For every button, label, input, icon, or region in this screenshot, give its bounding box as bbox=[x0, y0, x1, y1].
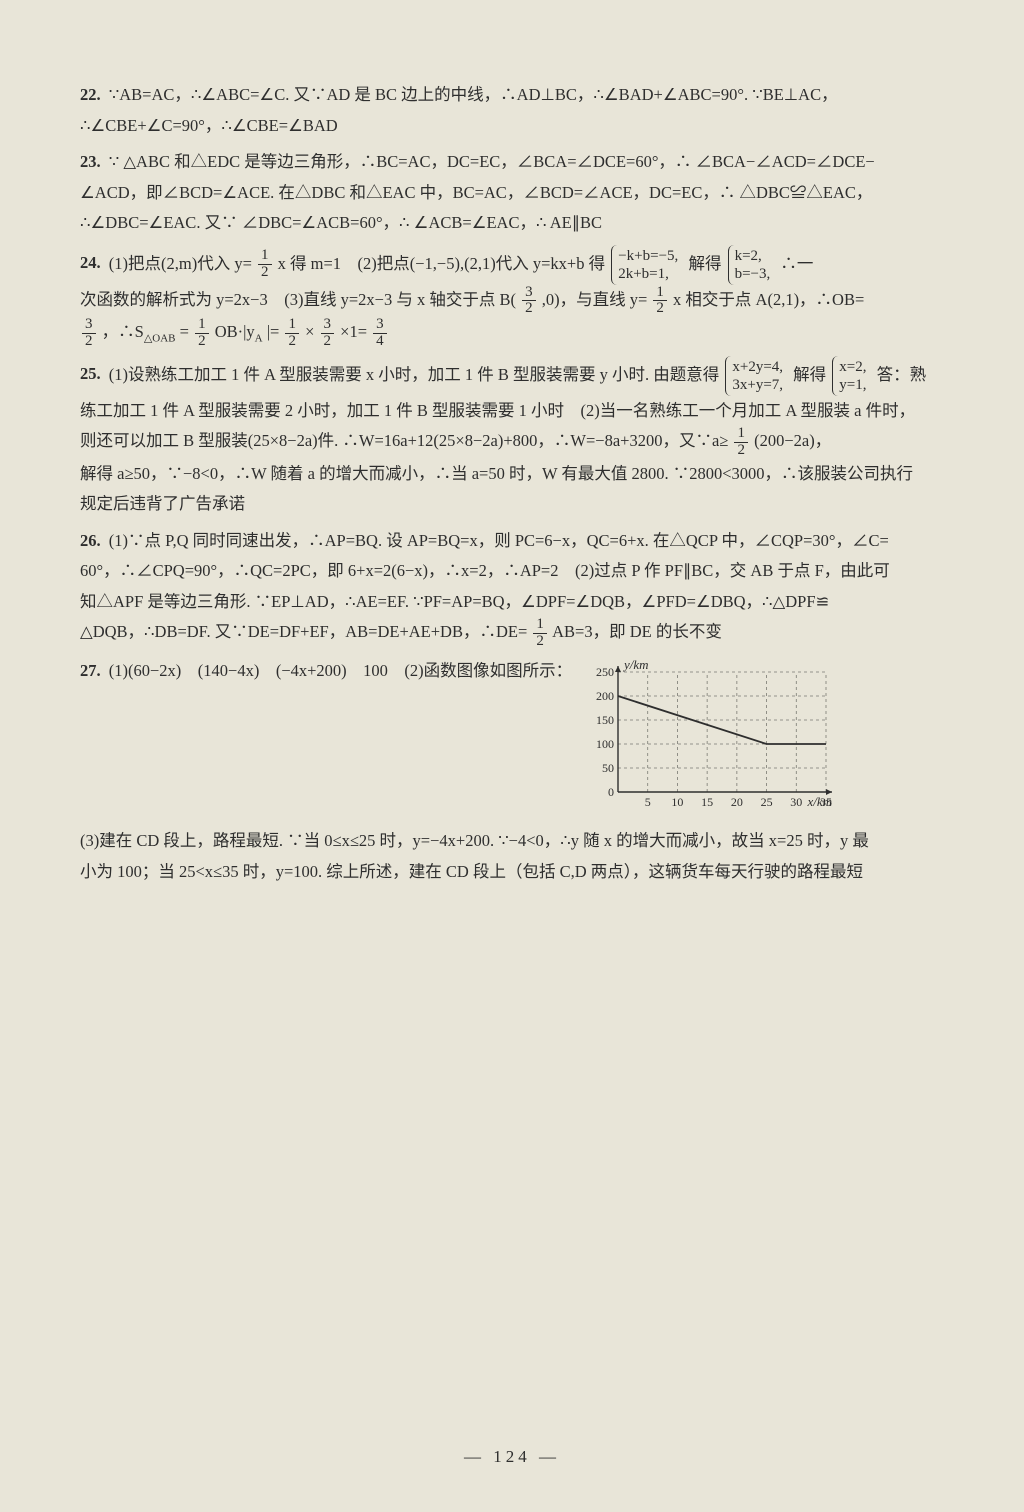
q22-num: 22. bbox=[80, 85, 101, 104]
line-chart: 0501001502002505101520253035y/kmx/km bbox=[584, 656, 834, 816]
svg-text:50: 50 bbox=[602, 761, 614, 775]
q23-line1: ∵ △ABC 和△EDC 是等边三角形，∴BC=AC，DC=EC，∠BCA=∠D… bbox=[109, 152, 875, 171]
fraction-half-3: 12 bbox=[195, 317, 209, 350]
svg-text:y/km: y/km bbox=[622, 657, 649, 672]
q24-p3c: OB·|y bbox=[215, 322, 255, 341]
q24-p3b: = bbox=[180, 322, 189, 341]
fraction-34: 34 bbox=[373, 317, 387, 350]
q22-line1: ∵AB=AC，∴∠ABC=∠C. 又∵AD 是 BC 边上的中线，∴AD⊥BC，… bbox=[109, 85, 838, 104]
question-25: 25. (1)设熟练工加工 1 件 A 型服装需要 x 小时，加工 1 件 B … bbox=[80, 356, 954, 520]
sub-a: A bbox=[255, 332, 263, 344]
fraction-32-a: 32 bbox=[522, 285, 536, 318]
q24-p2a: 次函数的解析式为 y=2x−3 (3)直线 y=2x−3 与 x 轴交于点 B( bbox=[80, 290, 516, 309]
question-22: 22. ∵AB=AC，∴∠ABC=∠C. 又∵AD 是 BC 边上的中线，∴AD… bbox=[80, 80, 954, 141]
question-27: 27. (1)(60−2x) (140−4x) (−4x+200) 100 (2… bbox=[80, 656, 954, 888]
q25-l4: 解得 a≥50，∵−8<0，∴W 随着 a 的增大而减小，∴当 a=50 时，W… bbox=[80, 464, 913, 483]
q27-l1: (1)(60−2x) (140−4x) (−4x+200) 100 (2)函数图… bbox=[109, 661, 572, 680]
svg-text:250: 250 bbox=[596, 665, 614, 679]
q27-num: 27. bbox=[80, 661, 101, 680]
q26-l4b: AB=3，即 DE 的长不变 bbox=[552, 622, 722, 641]
q26-l1: (1)∵点 P,Q 同时同速出发，∴AP=BQ. 设 AP=BQ=x，则 PC=… bbox=[109, 531, 889, 550]
q24-p1c: 解得 bbox=[688, 253, 721, 272]
svg-text:150: 150 bbox=[596, 713, 614, 727]
q23-line3: ∴∠DBC=∠EAC. 又∵ ∠DBC=∠ACB=60°，∴ ∠ACB=∠EAC… bbox=[80, 213, 602, 232]
svg-text:100: 100 bbox=[596, 737, 614, 751]
svg-text:25: 25 bbox=[761, 795, 773, 809]
fraction-half-4: 12 bbox=[285, 317, 299, 350]
system-2: k=2,b=−3, bbox=[728, 245, 775, 285]
q23-line2: ∠ACD，即∠BCD=∠ACE. 在△DBC 和△EAC 中，BC=AC，∠BC… bbox=[80, 183, 872, 202]
q25-l2: 练工加工 1 件 A 型服装需要 2 小时，加工 1 件 B 型服装需要 1 小… bbox=[80, 401, 915, 420]
svg-text:200: 200 bbox=[596, 689, 614, 703]
q25-l1c: 答：熟 bbox=[877, 364, 927, 383]
q27-l3: 小为 100；当 25<x≤35 时，y=100. 综上所述，建在 CD 段上（… bbox=[80, 862, 863, 881]
system-3: x+2y=4,3x+y=7, bbox=[725, 356, 787, 396]
svg-text:30: 30 bbox=[790, 795, 802, 809]
q25-l1b: 解得 bbox=[793, 364, 826, 383]
q25-l3a: 则还可以加工 B 型服装(25×8−2a)件. ∴W=16a+12(25×8−2… bbox=[80, 431, 728, 450]
fraction-half-6: 12 bbox=[533, 617, 547, 650]
page-number: — 124 — bbox=[0, 1441, 1024, 1472]
q24-p3f: ×1= bbox=[340, 322, 367, 341]
svg-text:20: 20 bbox=[731, 795, 743, 809]
q24-num: 24. bbox=[80, 253, 101, 272]
q25-l3b: (200−2a)， bbox=[754, 431, 831, 450]
svg-text:0: 0 bbox=[608, 785, 614, 799]
q23-num: 23. bbox=[80, 152, 101, 171]
question-23: 23. ∵ △ABC 和△EDC 是等边三角形，∴BC=AC，DC=EC，∠BC… bbox=[80, 147, 954, 239]
system-4: x=2,y=1, bbox=[832, 356, 870, 396]
svg-text:10: 10 bbox=[672, 795, 684, 809]
q25-l1a: (1)设熟练工加工 1 件 A 型服装需要 x 小时，加工 1 件 B 型服装需… bbox=[109, 364, 720, 383]
q26-l3: 知△APF 是等边三角形. ∵EP⊥AD，∴AE=EF. ∵PF=AP=BQ，∠… bbox=[80, 592, 829, 611]
fraction-32-c: 32 bbox=[321, 317, 335, 350]
q25-num: 25. bbox=[80, 364, 101, 383]
q24-p2b: ,0)，与直线 y= bbox=[542, 290, 648, 309]
question-26: 26. (1)∵点 P,Q 同时同速出发，∴AP=BQ. 设 AP=BQ=x，则… bbox=[80, 526, 954, 650]
svg-text:x/km: x/km bbox=[807, 794, 833, 809]
chart-wrapper: 0501001502002505101520253035y/kmx/km bbox=[584, 656, 834, 827]
svg-text:5: 5 bbox=[645, 795, 651, 809]
fraction-32-b: 32 bbox=[82, 317, 96, 350]
sub-oab: △OAB bbox=[144, 332, 176, 344]
q22-line2: ∴∠CBE+∠C=90°，∴∠CBE=∠BAD bbox=[80, 116, 338, 135]
fraction-half-5: 12 bbox=[734, 426, 748, 459]
q24-p3a: ，∴S bbox=[102, 322, 144, 341]
q24-p2c: x 相交于点 A(2,1)，∴OB= bbox=[673, 290, 864, 309]
q27-l2: (3)建在 CD 段上，路程最短. ∵当 0≤x≤25 时，y=−4x+200.… bbox=[80, 831, 869, 850]
system-1: −k+b=−5,2k+b=1, bbox=[611, 245, 682, 285]
q24-p1b: x 得 m=1 (2)把点(−1,−5),(2,1)代入 y=kx+b 得 bbox=[278, 253, 605, 272]
q24-p1a: (1)把点(2,m)代入 y= bbox=[109, 253, 252, 272]
q25-l5: 规定后违背了广告承诺 bbox=[80, 494, 245, 513]
q24-p1d: ∴一 bbox=[780, 253, 813, 272]
q24-p3d: |= bbox=[267, 322, 280, 341]
q24-p3e: × bbox=[305, 322, 314, 341]
svg-text:15: 15 bbox=[701, 795, 713, 809]
fraction-half-2: 12 bbox=[653, 285, 667, 318]
q26-l4a: △DQB，∴DB=DF. 又∵DE=DF+EF，AB=DE+AE+DB，∴DE= bbox=[80, 622, 527, 641]
q26-num: 26. bbox=[80, 531, 101, 550]
q26-l2: 60°，∴∠CPQ=90°，∴QC=2PC，即 6+x=2(6−x)，∴x=2，… bbox=[80, 561, 890, 580]
fraction-half-1: 12 bbox=[258, 248, 272, 281]
question-24: 24. (1)把点(2,m)代入 y= 12 x 得 m=1 (2)把点(−1,… bbox=[80, 245, 954, 350]
